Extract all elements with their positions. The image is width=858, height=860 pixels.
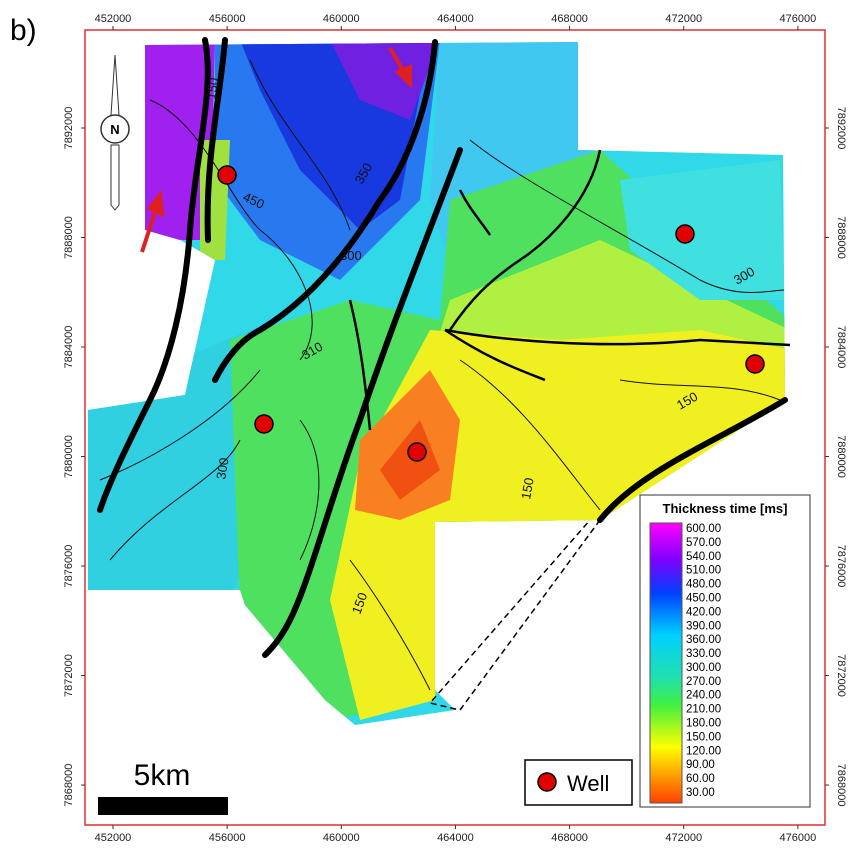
- x-tick-label: 464000: [437, 832, 474, 844]
- legend-label: 540.00: [686, 551, 721, 563]
- legend: Thickness time [ms] 600.00 570.00 540.00 51…: [640, 495, 810, 807]
- x-tick-label: 468000: [551, 832, 588, 844]
- legend-label: 360.00: [686, 634, 721, 646]
- y-tick-label: 7868000: [63, 764, 75, 807]
- y-tick-label: 7892000: [63, 107, 75, 150]
- legend-label: 90.00: [686, 759, 715, 771]
- y-tick-label: 7884000: [835, 326, 847, 369]
- legend-label: 150.00: [686, 731, 721, 743]
- x-tick-label: 472000: [665, 13, 702, 25]
- y-tick-label: 7880000: [835, 435, 847, 478]
- x-tick-label: 472000: [665, 832, 702, 844]
- map-figure: b): [0, 0, 858, 855]
- legend-label: 600.00: [686, 523, 721, 535]
- legend-label: 30.00: [686, 787, 715, 799]
- x-tick-label: 456000: [209, 832, 246, 844]
- x-tick-label: 476000: [780, 13, 817, 25]
- y-tick-label: 7868000: [835, 764, 847, 807]
- legend-label: 180.00: [686, 718, 721, 730]
- legend-label: 480.00: [686, 579, 721, 591]
- x-tick-label: 460000: [323, 832, 360, 844]
- legend-label: 60.00: [686, 773, 715, 785]
- x-tick-label: 464000: [437, 13, 474, 25]
- legend-label: 120.00: [686, 745, 721, 757]
- contour-label: 300: [340, 248, 362, 263]
- x-tick-label: 452000: [95, 13, 132, 25]
- legend-label: 390.00: [686, 620, 721, 632]
- legend-label: 270.00: [686, 676, 721, 688]
- legend-label: 240.00: [686, 690, 721, 702]
- well-legend: Well: [525, 760, 632, 805]
- legend-title: Thickness time [ms]: [663, 501, 788, 516]
- north-label: N: [110, 122, 119, 137]
- legend-label: 330.00: [686, 648, 721, 660]
- y-tick-label: 7876000: [835, 545, 847, 588]
- x-tick-label: 460000: [323, 13, 360, 25]
- y-tick-label: 7884000: [63, 326, 75, 369]
- legend-label: 210.00: [686, 704, 721, 716]
- x-tick-label: 456000: [209, 13, 246, 25]
- y-tick-label: 7880000: [63, 435, 75, 478]
- panel-label: b): [10, 14, 37, 47]
- color-bar: [650, 523, 682, 803]
- well-legend-label: Well: [567, 771, 609, 796]
- y-tick-label: 7872000: [835, 654, 847, 697]
- y-tick-label: 7876000: [63, 545, 75, 588]
- x-tick-label: 452000: [95, 832, 132, 844]
- legend-label: 450.00: [686, 592, 721, 604]
- legend-label: 300.00: [686, 662, 721, 674]
- y-tick-label: 7892000: [835, 107, 847, 150]
- y-tick-label: 7888000: [63, 216, 75, 259]
- y-tick-label: 7872000: [63, 654, 75, 697]
- legend-label: 510.00: [686, 565, 721, 577]
- y-tick-label: 7888000: [835, 216, 847, 259]
- legend-label: 420.00: [686, 606, 721, 618]
- x-tick-label: 468000: [551, 13, 588, 25]
- scale-label: 5km: [134, 759, 191, 792]
- legend-label: 570.00: [686, 537, 721, 549]
- x-tick-label: 476000: [780, 832, 817, 844]
